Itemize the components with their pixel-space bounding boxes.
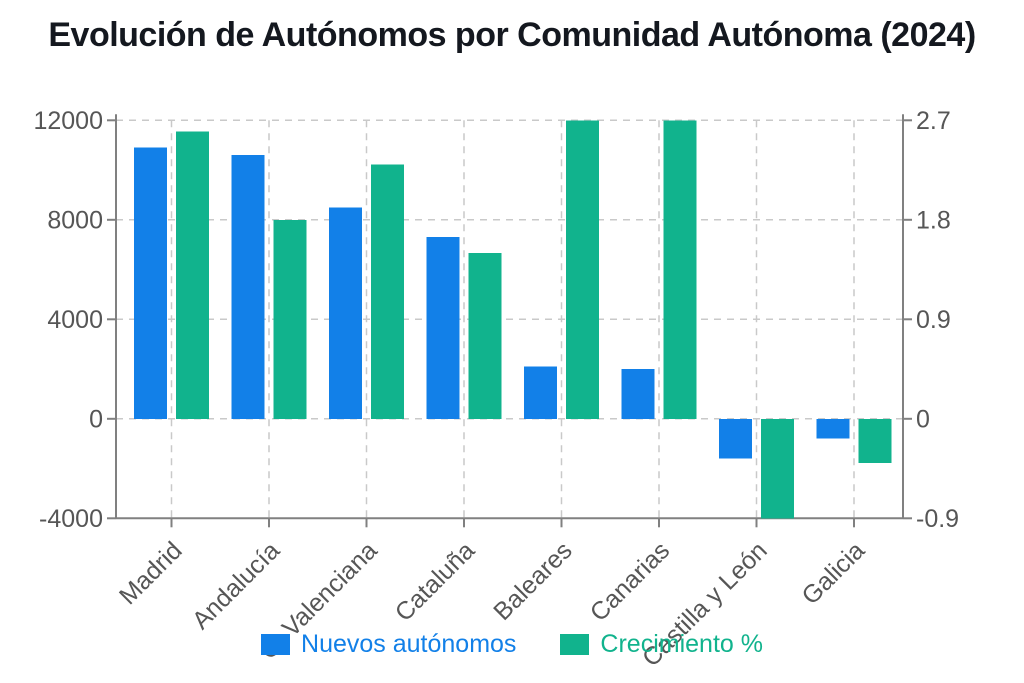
x-axis-label-galicia: Galicia <box>796 536 870 610</box>
bar-crecimiento-baleares[interactable] <box>566 120 599 419</box>
bar-crecimiento-canarias[interactable] <box>663 120 697 419</box>
legend-swatch-nuevos-autonomos <box>261 634 291 655</box>
bar-nuevos-autonomos-andalucia[interactable] <box>231 155 265 419</box>
y-axis-right-tick-label: 1.8 <box>916 207 951 235</box>
y-axis-right-tick-label: -0.9 <box>916 505 959 533</box>
legend-item-crecimiento[interactable]: Crecimiento % <box>560 630 763 659</box>
y-axis-left-tick-label: 4000 <box>47 306 103 334</box>
legend-item-nuevos-autonomos[interactable]: Nuevos autónomos <box>261 630 516 659</box>
x-axis-label-baleares: Baleares <box>488 536 578 626</box>
x-axis-label-cataluna: Cataluña <box>390 536 481 627</box>
chart-title: Evolución de Autónomos por Comunidad Aut… <box>48 16 976 54</box>
y-axis-left-tick-label: 8000 <box>47 207 103 235</box>
bar-nuevos-autonomos-baleares[interactable] <box>524 366 557 419</box>
bar-nuevos-autonomos-canarias[interactable] <box>621 369 655 419</box>
legend-label-crecimiento: Crecimiento % <box>600 630 763 658</box>
bar-nuevos-autonomos-galicia[interactable] <box>816 418 850 439</box>
bar-nuevos-autonomos-cataluna[interactable] <box>426 237 460 419</box>
y-axis-right-tick-label: 0.9 <box>916 306 951 334</box>
bar-crecimiento-c-valenciana[interactable] <box>371 164 404 419</box>
y-axis-right-tick-label: 0 <box>916 406 930 434</box>
bar-nuevos-autonomos-castilla-y-leon[interactable] <box>719 418 752 459</box>
y-axis-right-tick-label: 2.7 <box>916 107 951 135</box>
bar-crecimiento-castilla-y-leon[interactable] <box>761 418 794 519</box>
x-axis-label-canarias: Canarias <box>585 536 676 627</box>
bar-crecimiento-andalucia[interactable] <box>273 219 307 419</box>
bar-crecimiento-cataluna[interactable] <box>468 252 502 419</box>
bar-crecimiento-madrid[interactable] <box>176 131 209 419</box>
x-axis-label-madrid: Madrid <box>114 536 188 610</box>
y-axis-left-tick-label: 12000 <box>33 107 103 135</box>
bar-nuevos-autonomos-madrid[interactable] <box>134 147 167 419</box>
y-axis-left-tick-label: 0 <box>89 406 103 434</box>
legend-swatch-crecimiento <box>560 634 590 655</box>
legend-label-nuevos-autonomos: Nuevos autónomos <box>301 630 517 658</box>
bar-nuevos-autonomos-c-valenciana[interactable] <box>329 207 362 419</box>
bar-crecimiento-galicia[interactable] <box>858 418 892 464</box>
chart-legend: Nuevos autónomos Crecimiento % <box>0 630 1024 659</box>
x-axis-label-andalucia: Andalucía <box>187 536 285 634</box>
y-axis-left-tick-label: -4000 <box>39 505 103 533</box>
